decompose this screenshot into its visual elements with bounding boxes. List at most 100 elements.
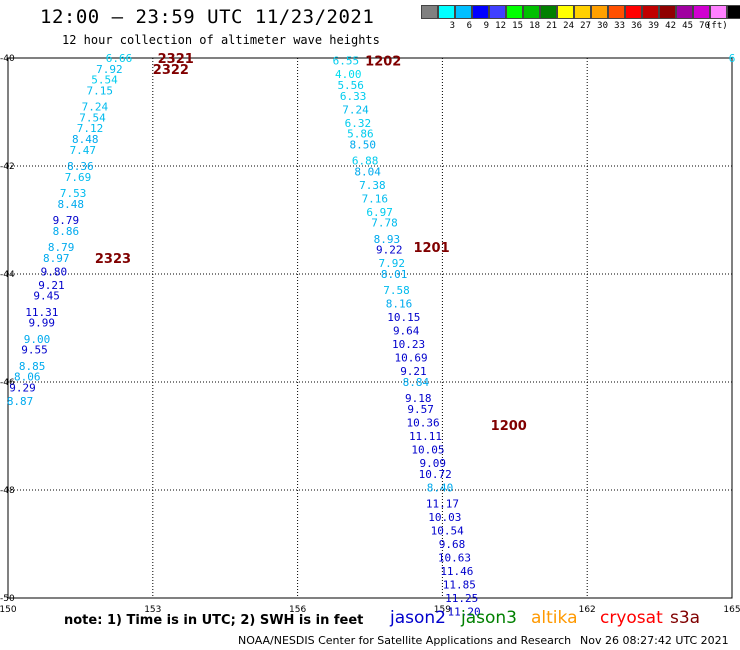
wave-height-value: 10.36	[407, 417, 440, 430]
wave-height-value: 9.45	[33, 290, 60, 303]
legend-label: 24	[563, 21, 574, 31]
wave-height-value: 9.79	[53, 214, 80, 227]
legend-unit: (ft)	[706, 21, 728, 31]
wave-height-value: 7.69	[65, 171, 92, 184]
wave-height-value: 9.09	[419, 457, 446, 470]
wave-height-value: 10.23	[392, 338, 425, 351]
y-tick-label: -44	[0, 270, 15, 280]
wave-height-value: 11.17	[426, 498, 459, 511]
x-tick-label: 162	[579, 605, 596, 615]
wave-height-value: 8.48	[57, 198, 84, 211]
legend-label: 45	[682, 21, 693, 31]
wave-height-value: 10.69	[394, 352, 427, 365]
wave-height-value: 8.79	[48, 241, 75, 254]
legend-label: 70	[699, 21, 710, 31]
track-time-label: 2323	[95, 252, 131, 267]
wave-height-value: 9.64	[393, 325, 420, 338]
legend-label: 42	[665, 21, 676, 31]
wave-height-value: 10.03	[428, 511, 461, 524]
wave-height-value: 11.85	[443, 579, 476, 592]
legend-swatch	[608, 5, 625, 19]
wave-height-value: 8.50	[350, 138, 377, 151]
legend-swatch	[540, 5, 557, 19]
wave-height-value: 10.05	[411, 444, 444, 457]
wave-height-value: 9.80	[41, 265, 68, 278]
wave-height-value: 5.56	[337, 79, 364, 92]
wave-height-value: 8.06	[14, 371, 41, 384]
wave-height-value: 7.15	[86, 84, 113, 97]
legend-swatch	[557, 5, 574, 19]
legend-label: 27	[580, 21, 591, 31]
y-tick-label: -46	[0, 378, 15, 388]
y-tick-label: -42	[0, 162, 15, 172]
footnote: note: 1) Time is in UTC; 2) SWH is in fe…	[64, 613, 364, 628]
footer-timestamp: Nov 26 08:27:42 UTC 2021	[580, 634, 729, 647]
legend-label: 21	[546, 21, 557, 31]
wave-height-value: 8.85	[19, 360, 46, 373]
color-legend: 3 6 9 12 15 18 21 24 27 30 33 36 39 42 45 70 (ft)	[421, 5, 740, 31]
wave-height-value: 6.88	[352, 155, 379, 168]
wave-height-value: 9.21	[38, 279, 65, 292]
x-tick-label: 156	[289, 605, 306, 615]
legend-swatches	[421, 5, 740, 19]
wave-height-value: 9.99	[29, 317, 56, 330]
wave-height-value: 10.72	[419, 468, 452, 481]
legend-swatch	[693, 5, 710, 19]
wave-height-value: 9.18	[405, 392, 432, 405]
legend-swatch	[727, 5, 740, 19]
wave-height-value: 8.04	[354, 165, 381, 178]
wave-height-value: 11.20	[448, 606, 481, 619]
wave-height-value: 11.11	[409, 430, 442, 443]
legend-swatch	[676, 5, 693, 19]
wave-height-value: 9.21	[400, 365, 427, 378]
wave-height-value: 9.29	[9, 381, 36, 394]
y-tick-label: -48	[0, 486, 15, 496]
wave-height-value: 6.97	[366, 206, 393, 219]
wave-height-value: 6.66	[106, 52, 133, 65]
wave-height-value: 8.93	[374, 233, 401, 246]
wave-height-value: 7.78	[371, 217, 398, 230]
track-time-label: 2322	[153, 63, 189, 78]
satellite-label-jason3: jason3	[461, 608, 517, 628]
wave-height-value: 11.46	[440, 565, 473, 578]
chart-title: 12:00 — 23:59 UTC 11/23/2021	[40, 6, 375, 28]
wave-height-value: 8.36	[67, 160, 94, 173]
legend-swatch	[523, 5, 540, 19]
legend-swatch	[574, 5, 591, 19]
y-tick-label: -40	[0, 54, 15, 64]
legend-swatch	[506, 5, 523, 19]
legend-label: 36	[631, 21, 642, 31]
legend-swatch	[642, 5, 659, 19]
wave-height-value: 7.92	[378, 257, 405, 270]
legend-label: 12	[495, 21, 506, 31]
wave-height-value: 7.58	[383, 284, 410, 297]
wave-height-value: 8.40	[427, 481, 454, 494]
legend-label: 3	[449, 21, 455, 31]
x-tick-label: 159	[434, 605, 451, 615]
wave-height-value: 8.01	[381, 268, 408, 281]
plot-frame	[7, 57, 733, 599]
x-tick-label: 150	[0, 605, 17, 615]
legend-swatch	[625, 5, 642, 19]
legend-label: 30	[597, 21, 608, 31]
wave-height-value: 8.16	[386, 298, 413, 311]
wave-height-value: 10.54	[431, 525, 464, 538]
footer-credit: NOAA/NESDIS Center for Satellite Applica…	[238, 634, 572, 647]
track-time-label: 1200	[491, 419, 527, 434]
legend-labels: 3 6 9 12 15 18 21 24 27 30 33 36 39 42 45 70	[421, 21, 740, 31]
wave-height-value: 7.54	[79, 111, 106, 124]
legend-swatch	[659, 5, 676, 19]
wave-height-value: 7.16	[362, 192, 389, 205]
wave-height-value: 9.68	[439, 538, 466, 551]
wave-height-value: 6	[729, 52, 736, 65]
x-tick-label: 165	[723, 605, 740, 615]
track-time-label: 1202	[365, 55, 401, 70]
wave-height-value: 5.86	[347, 128, 374, 141]
wave-height-value: 6.33	[340, 90, 367, 103]
wave-height-value: 8.86	[53, 225, 80, 238]
wave-height-value: 9.22	[376, 244, 403, 257]
wave-height-value: 11.31	[25, 306, 58, 319]
legend-swatch	[472, 5, 489, 19]
legend-label: 15	[512, 21, 523, 31]
